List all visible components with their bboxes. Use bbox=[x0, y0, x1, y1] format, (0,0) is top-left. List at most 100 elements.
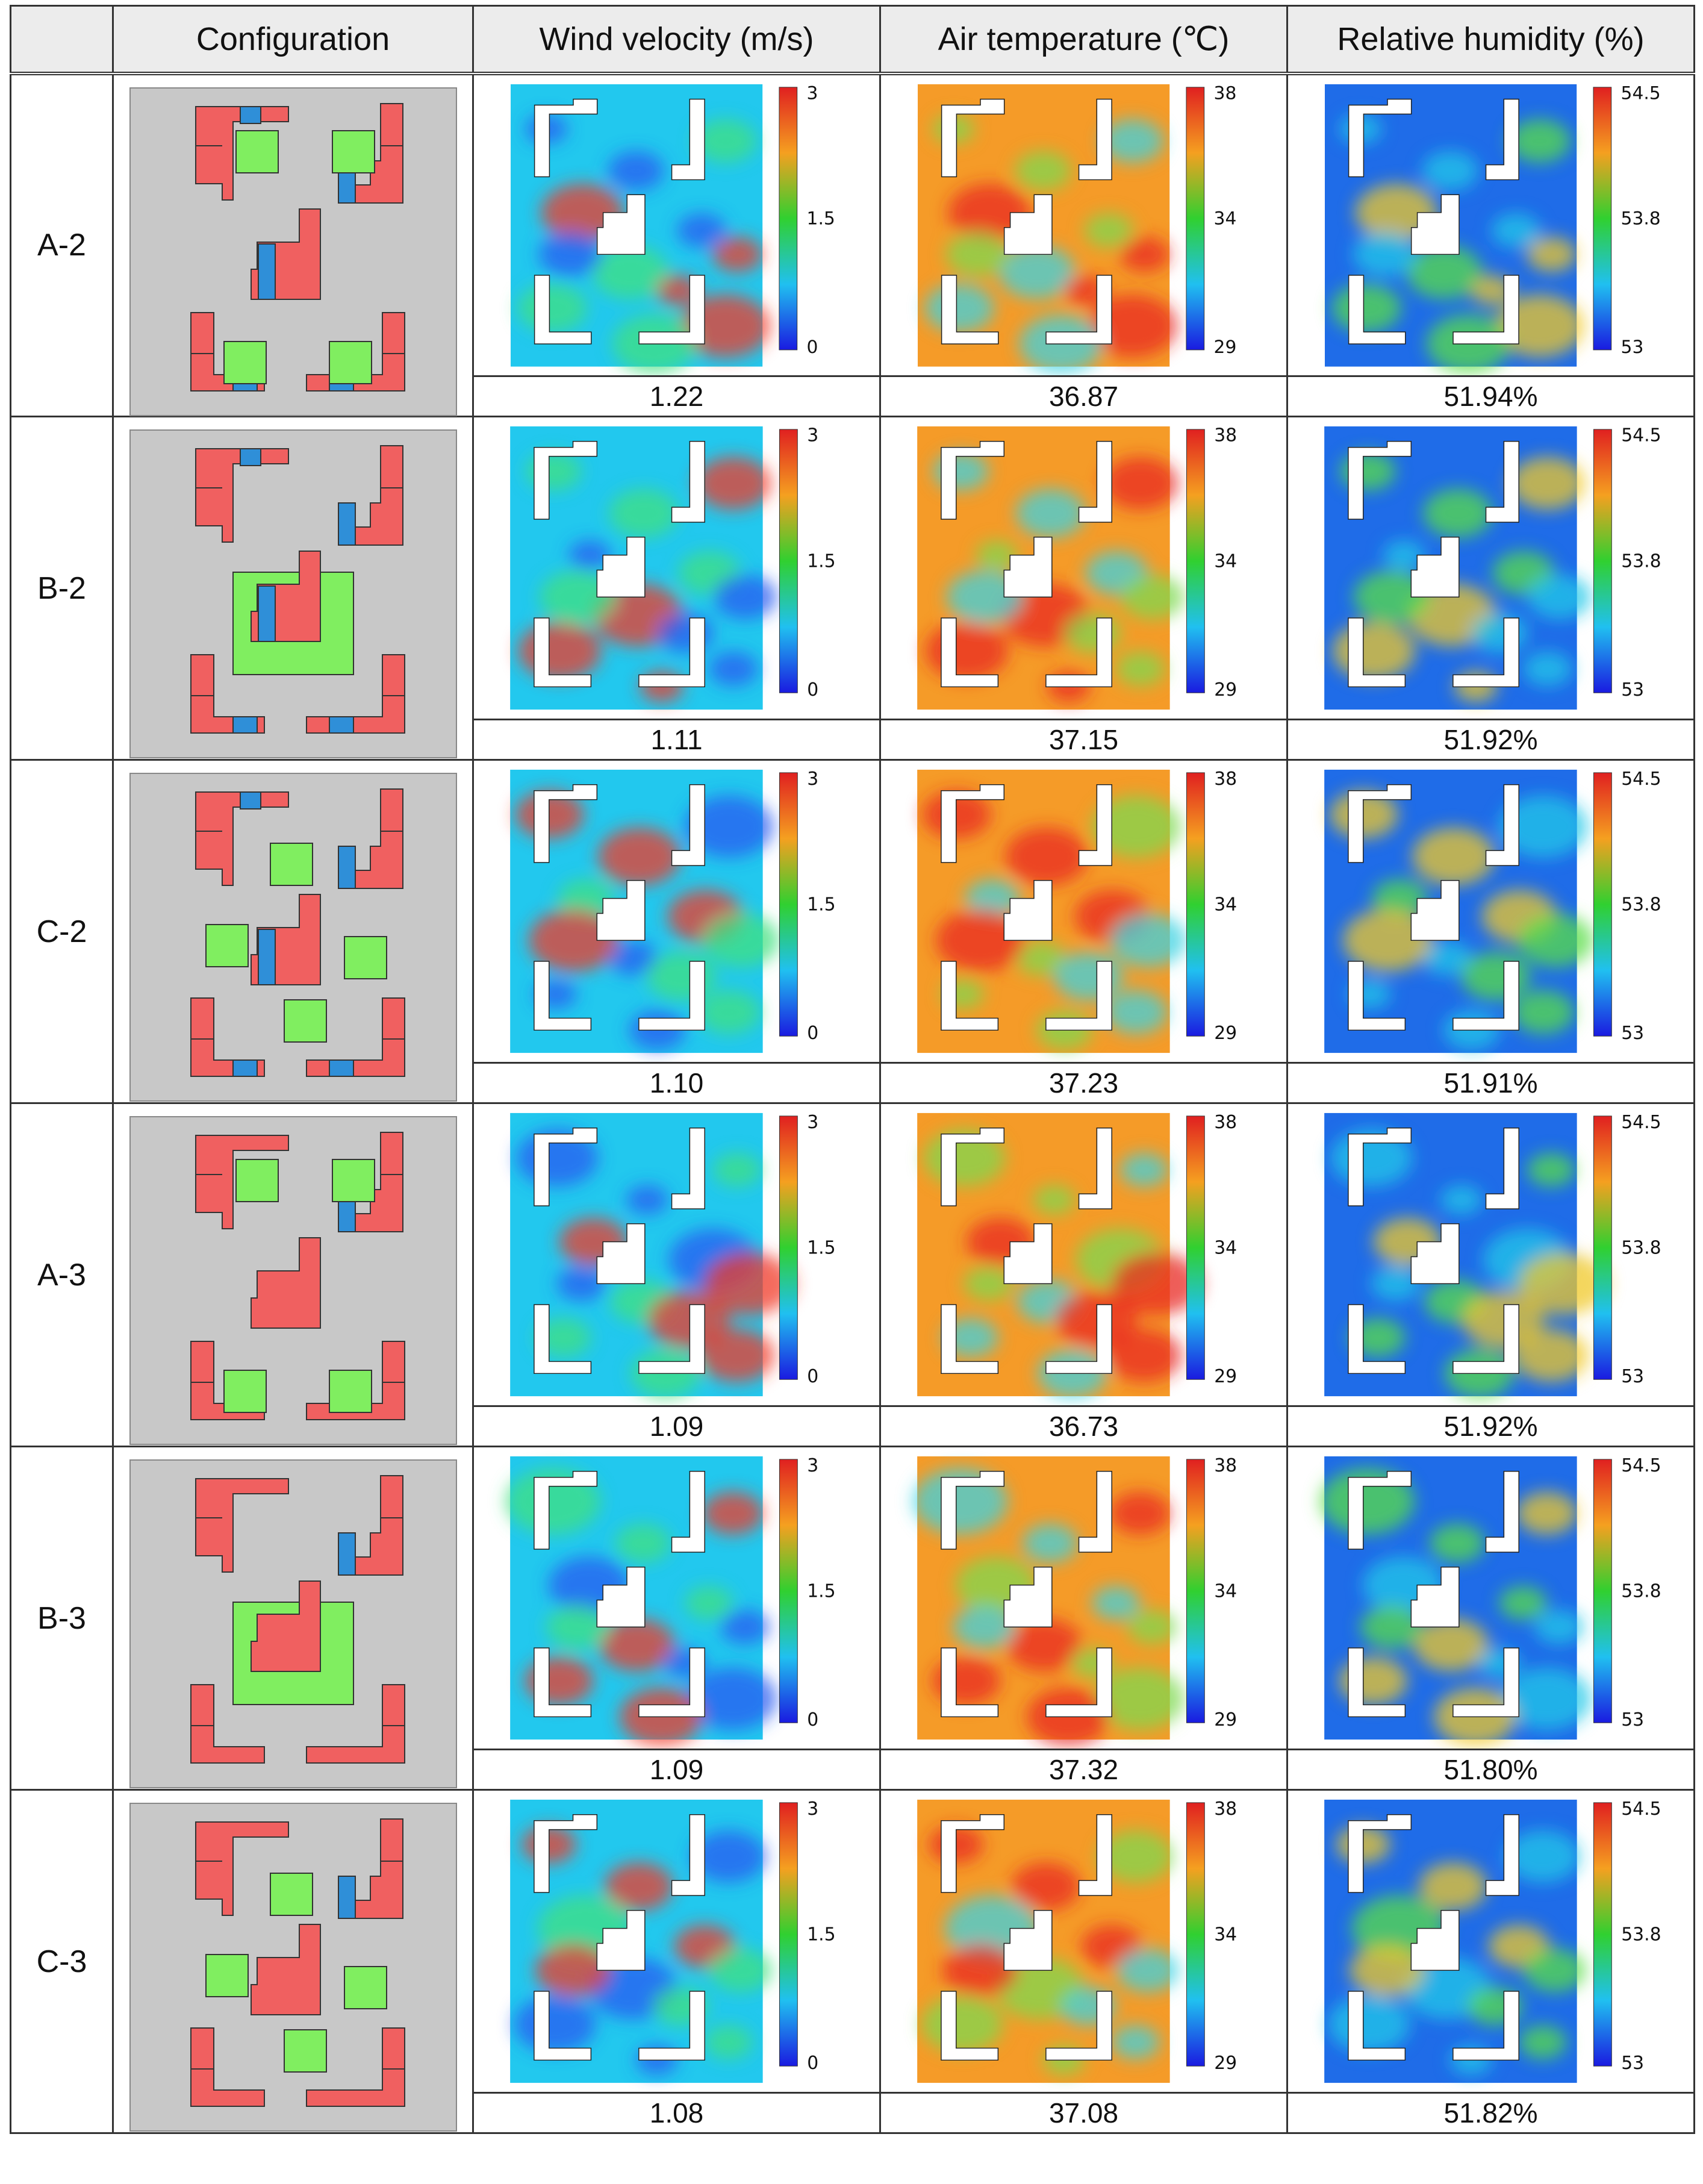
wind-scale-mid: 1.5 bbox=[807, 1238, 835, 1259]
humidity-contour-map: 54.5 53.8 53 bbox=[1288, 1447, 1693, 1749]
configuration-cell bbox=[112, 416, 474, 761]
humidity-map-cell: 54.5 53.8 53 bbox=[1286, 1789, 1695, 2094]
case-row: A-2 3 1.5 0 38 34 29 54.5 53.8 53 bbox=[10, 72, 1695, 417]
humidity-contour-map: 54.5 53.8 53 bbox=[1288, 1104, 1693, 1405]
configuration-diagram bbox=[129, 773, 457, 1102]
humidity-scale-max: 54.5 bbox=[1621, 1455, 1661, 1476]
humidity-scale-mid: 53.8 bbox=[1621, 551, 1661, 572]
temp-scale-min: 29 bbox=[1214, 679, 1237, 700]
temp-scale-max: 38 bbox=[1214, 425, 1237, 446]
wind-scale-max: 3 bbox=[807, 1455, 818, 1476]
humidity-map-cell: 54.5 53.8 53 bbox=[1286, 416, 1695, 720]
wind-scale-min: 0 bbox=[807, 679, 818, 700]
wind-contour-map: 3 1.5 0 bbox=[474, 1791, 879, 2092]
wind-contour-map: 3 1.5 0 bbox=[474, 1104, 879, 1405]
humidity-scale-min: 53 bbox=[1621, 1023, 1644, 1044]
temp-contour-map: 38 34 29 bbox=[881, 1791, 1286, 2092]
wind-scale-min: 0 bbox=[807, 1023, 818, 1044]
case-row: B-3 3 1.5 0 38 34 29 54.5 53.8 53 bbox=[10, 1446, 1695, 1791]
humidity-value: 51.92% bbox=[1286, 719, 1695, 761]
case-id: B-2 bbox=[10, 416, 114, 761]
temp-map-cell: 38 34 29 bbox=[879, 759, 1288, 1064]
temp-value: 36.87 bbox=[879, 375, 1288, 417]
temp-value: 36.73 bbox=[879, 1405, 1288, 1447]
configuration-diagram bbox=[129, 1803, 457, 2132]
wind-contour-map: 3 1.5 0 bbox=[474, 761, 879, 1062]
humidity-scale-max: 54.5 bbox=[1621, 1112, 1661, 1133]
temp-map-cell: 38 34 29 bbox=[879, 416, 1288, 720]
case-id: B-3 bbox=[10, 1446, 114, 1791]
temp-contour-map: 38 34 29 bbox=[881, 75, 1286, 376]
temp-scale-mid: 34 bbox=[1214, 1238, 1237, 1259]
wind-scale-max: 3 bbox=[807, 1799, 818, 1820]
configuration-cell bbox=[112, 759, 474, 1104]
wind-value: 1.09 bbox=[472, 1405, 881, 1447]
wind-scale-min: 0 bbox=[807, 2053, 818, 2074]
temp-scale-min: 29 bbox=[1214, 1023, 1237, 1044]
case-row: B-2 3 1.5 0 38 34 29 54.5 53.8 53 bbox=[10, 416, 1695, 761]
wind-map-cell: 3 1.5 0 bbox=[472, 416, 881, 720]
humidity-map-cell: 54.5 53.8 53 bbox=[1286, 1102, 1695, 1407]
temp-map-cell: 38 34 29 bbox=[879, 1789, 1288, 2094]
humidity-value: 51.92% bbox=[1286, 1405, 1695, 1447]
temp-value: 37.15 bbox=[879, 719, 1288, 761]
configuration-diagram bbox=[129, 429, 457, 758]
wind-map-cell: 3 1.5 0 bbox=[472, 1446, 881, 1750]
humidity-scale-max: 54.5 bbox=[1621, 1799, 1661, 1820]
case-id: C-2 bbox=[10, 759, 114, 1104]
configuration-diagram bbox=[129, 1459, 457, 1788]
case-id: C-3 bbox=[10, 1789, 114, 2134]
humidity-scale-mid: 53.8 bbox=[1621, 894, 1661, 916]
temp-map-cell: 38 34 29 bbox=[879, 1446, 1288, 1750]
humidity-contour-map: 54.5 53.8 53 bbox=[1288, 417, 1693, 719]
configuration-cell bbox=[112, 1789, 474, 2134]
header-wind-velocity: Wind velocity (m/s) bbox=[472, 5, 881, 75]
header-row: Configuration Wind velocity (m/s) Air te… bbox=[10, 5, 1695, 75]
temp-scale-mid: 34 bbox=[1214, 1924, 1237, 1945]
humidity-scale-min: 53 bbox=[1621, 2053, 1644, 2074]
results-table: Configuration Wind velocity (m/s) Air te… bbox=[10, 5, 1695, 2134]
value-row: 1.09 36.73 51.92% bbox=[11, 1405, 1695, 1447]
wind-contour-map: 3 1.5 0 bbox=[474, 1447, 879, 1749]
wind-value: 1.09 bbox=[472, 1749, 881, 1791]
temp-value: 37.32 bbox=[879, 1749, 1288, 1791]
wind-value: 1.22 bbox=[472, 375, 881, 417]
humidity-scale-mid: 53.8 bbox=[1621, 1238, 1661, 1259]
configuration-diagram bbox=[129, 1116, 457, 1445]
humidity-contour-map: 54.5 53.8 53 bbox=[1288, 761, 1693, 1062]
wind-scale-max: 3 bbox=[807, 83, 818, 104]
case-id: A-3 bbox=[10, 1102, 114, 1447]
configuration-diagram bbox=[129, 87, 457, 416]
wind-scale-max: 3 bbox=[807, 1112, 818, 1133]
temp-scale-max: 38 bbox=[1214, 83, 1237, 104]
temp-scale-max: 38 bbox=[1214, 1799, 1237, 1820]
humidity-contour-map: 54.5 53.8 53 bbox=[1288, 1791, 1693, 2092]
humidity-value: 51.94% bbox=[1286, 375, 1695, 417]
temp-scale-mid: 34 bbox=[1214, 551, 1237, 572]
case-row: C-3 3 1.5 0 38 34 29 54.5 53.8 53 bbox=[10, 1789, 1695, 2134]
temp-map-cell: 38 34 29 bbox=[879, 1102, 1288, 1407]
wind-scale-max: 3 bbox=[807, 425, 818, 446]
temp-scale-min: 29 bbox=[1214, 336, 1237, 357]
configuration-cell bbox=[112, 1102, 474, 1447]
wind-value: 1.10 bbox=[472, 1062, 881, 1104]
header-blank bbox=[10, 5, 114, 75]
humidity-contour-map: 54.5 53.8 53 bbox=[1288, 75, 1693, 376]
wind-map-cell: 3 1.5 0 bbox=[472, 1789, 881, 2094]
temp-contour-map: 38 34 29 bbox=[881, 417, 1286, 719]
humidity-scale-mid: 53.8 bbox=[1621, 1581, 1661, 1602]
temp-map-cell: 38 34 29 bbox=[879, 72, 1288, 377]
temp-scale-min: 29 bbox=[1214, 1366, 1237, 1387]
wind-scale-mid: 1.5 bbox=[807, 1924, 835, 1945]
humidity-scale-min: 53 bbox=[1621, 1709, 1644, 1730]
wind-contour-map: 3 1.5 0 bbox=[474, 75, 879, 376]
temp-scale-mid: 34 bbox=[1214, 1581, 1237, 1602]
value-row: 1.10 37.23 51.91% bbox=[11, 1062, 1695, 1104]
wind-value: 1.11 bbox=[472, 719, 881, 761]
temp-scale-mid: 34 bbox=[1214, 208, 1237, 229]
humidity-map-cell: 54.5 53.8 53 bbox=[1286, 759, 1695, 1064]
humidity-scale-mid: 53.8 bbox=[1621, 208, 1661, 229]
humidity-map-cell: 54.5 53.8 53 bbox=[1286, 72, 1695, 377]
humidity-value: 51.91% bbox=[1286, 1062, 1695, 1104]
